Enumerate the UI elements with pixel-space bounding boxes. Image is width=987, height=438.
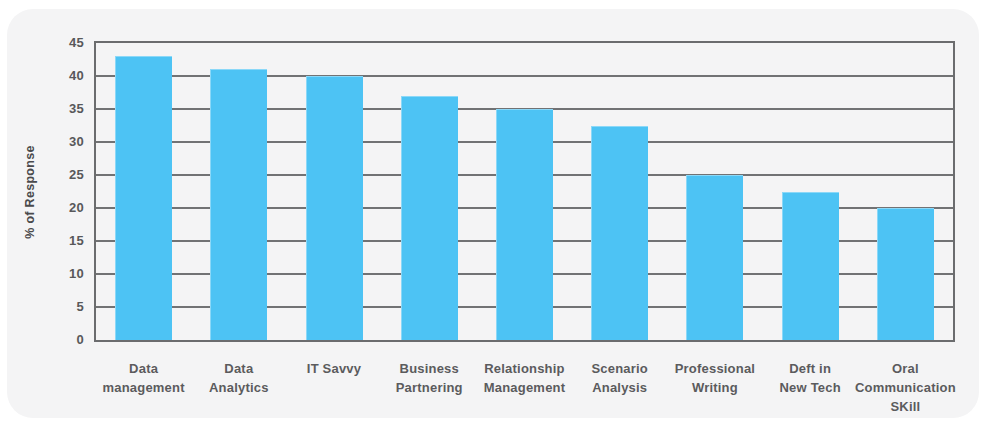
y-tick-label-45: 45 — [24, 34, 84, 52]
x-axis-label-data-management: Datamanagement — [89, 359, 199, 397]
x-axis-label-professional-writing: ProfessionalWriting — [660, 359, 770, 397]
y-tick-label-5: 5 — [24, 298, 84, 316]
bar-deft-in-new-tech — [782, 192, 839, 341]
chart-card: % of Response 0 5 10 15 20 25 30 35 40 45 Datamana… — [7, 9, 979, 418]
y-axis-title-container: % of Response — [11, 41, 49, 342]
bar-oral-communication-skill — [877, 208, 934, 340]
x-axis-label-scenario-analysis: ScenarioAnalysis — [565, 359, 675, 397]
y-tick-label-20: 20 — [24, 199, 84, 217]
y-tick-label-25: 25 — [24, 166, 84, 184]
x-axis-label-it-savvy: IT Savvy — [279, 359, 389, 378]
y-tick-label-10: 10 — [24, 265, 84, 283]
bar-data-management — [115, 56, 172, 340]
bar-data-analytics — [210, 69, 267, 340]
bar-business-partnering — [401, 96, 458, 340]
bar-relationship-management — [496, 109, 553, 340]
bar-scenario-analysis — [591, 126, 648, 341]
y-tick-label-15: 15 — [24, 232, 84, 250]
x-axis-label-relationship-management: RelationshipManagement — [470, 359, 580, 397]
x-axis-label-business-partnering: BusinessPartnering — [374, 359, 484, 397]
y-tick-label-0: 0 — [24, 331, 84, 349]
x-axis-label-data-analytics: DataAnalytics — [184, 359, 294, 397]
y-tick-label-35: 35 — [24, 100, 84, 118]
x-axis-label-deft-in-new-tech: Deft inNew Tech — [755, 359, 865, 397]
plot-area — [94, 41, 955, 342]
y-axis-title: % of Response — [23, 145, 37, 239]
bar-it-savvy — [306, 76, 363, 340]
x-axis-label-oral-communication-skill: OralCommunicationSKill — [850, 359, 960, 416]
bar-professional-writing — [686, 175, 743, 340]
y-tick-label-30: 30 — [24, 133, 84, 151]
y-tick-label-40: 40 — [24, 67, 84, 85]
